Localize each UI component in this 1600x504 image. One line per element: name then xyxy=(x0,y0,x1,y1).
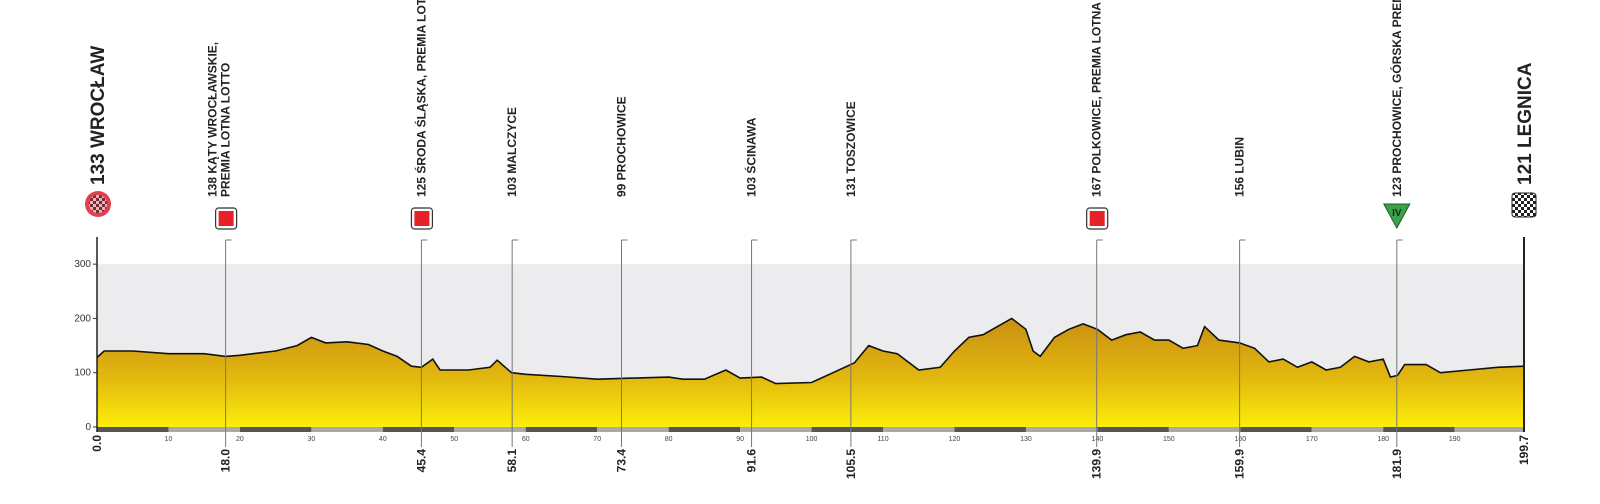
waypoint-label: 123 PROCHOWICE, GÓRSKA PREMIA IV KAT. xyxy=(1389,0,1404,197)
km-strip xyxy=(811,427,884,432)
y-tick-label: 0 xyxy=(85,422,91,433)
start-label: 133 WROCŁAW xyxy=(88,46,109,185)
x-tick-label: 30 xyxy=(307,436,315,443)
km-strip xyxy=(740,427,812,432)
waypoint-label: 103 ŚCINAWA xyxy=(744,117,759,197)
y-tick-label: 200 xyxy=(74,313,91,324)
waypoint-label: 103 MALCZYCE xyxy=(505,107,519,197)
x-tick-label: 190 xyxy=(1449,436,1461,443)
km-strip xyxy=(597,427,669,432)
x-tick-label: 60 xyxy=(522,436,530,443)
waypoint-km: 139.9 xyxy=(1090,449,1104,479)
waypoint-label: 99 PROCHOWICE xyxy=(614,96,628,197)
climb-category: IV xyxy=(1392,208,1402,219)
km-strip xyxy=(954,427,1026,432)
elevation-line xyxy=(96,317,1525,385)
finish-km: 199.7 xyxy=(1517,435,1531,465)
waypoint-km: 18.0 xyxy=(219,449,233,473)
waypoint-km: 73.4 xyxy=(614,449,628,473)
km-strip xyxy=(1240,427,1312,432)
waypoint-label: 167 POLKOWICE, PREMIA LOTNA LOTTO xyxy=(1090,0,1104,197)
climb-icon xyxy=(1382,203,1411,230)
start-icon-dots xyxy=(89,195,107,213)
y-tick-label: 100 xyxy=(74,368,91,379)
sprint-icon-fill xyxy=(218,211,234,226)
waypoint-label: PREMIA LOTNA LOTTO xyxy=(219,63,233,197)
km-strip xyxy=(1025,427,1098,432)
elevation-area xyxy=(97,318,1524,427)
x-tick-label: 70 xyxy=(593,436,601,443)
waypoint-label: 131 TOSZOWICE xyxy=(844,101,858,197)
km-strip xyxy=(1097,427,1169,432)
x-tick-label: 80 xyxy=(665,436,673,443)
km-strip xyxy=(668,427,741,432)
waypoint-km: 181.9 xyxy=(1390,449,1404,479)
waypoint-km: 105.5 xyxy=(844,449,858,479)
x-tick-label: 150 xyxy=(1163,436,1175,443)
waypoint-km: 45.4 xyxy=(414,449,428,473)
km-strip xyxy=(382,427,455,432)
x-tick-label: 110 xyxy=(877,436,888,443)
x-tick-label: 100 xyxy=(806,436,818,443)
finish-icon xyxy=(1511,192,1537,218)
x-tick-label: 90 xyxy=(736,436,744,443)
km-strip xyxy=(1454,427,1524,432)
waypoint-km: 58.1 xyxy=(505,449,519,473)
sprint-icon-fill xyxy=(1089,211,1105,226)
km-strip xyxy=(1383,427,1455,432)
x-tick-label: 50 xyxy=(450,436,458,443)
waypoint-km: 91.6 xyxy=(745,449,759,473)
x-tick-label: 130 xyxy=(1020,436,1032,443)
km-strip xyxy=(168,427,240,432)
start-km: 0.0 xyxy=(90,435,104,452)
x-tick-label: 20 xyxy=(236,436,244,443)
x-tick-label: 160 xyxy=(1234,436,1246,443)
waypoint-label: 156 LUBIN xyxy=(1233,137,1247,197)
waypoint-km: 159.9 xyxy=(1233,449,1247,479)
km-strip xyxy=(311,427,383,432)
km-strip xyxy=(239,427,312,432)
km-strip xyxy=(525,427,598,432)
km-strip xyxy=(883,427,955,432)
x-tick-label: 170 xyxy=(1306,436,1318,443)
x-tick-label: 180 xyxy=(1377,436,1389,443)
km-strip xyxy=(454,427,526,432)
x-tick-label: 40 xyxy=(379,436,387,443)
waypoint-label: 125 ŚRODA ŚLĄSKA, PREMIA LOTNA LOTTO xyxy=(413,0,428,197)
km-strip xyxy=(1311,427,1384,432)
finish-label: 121 LEGNICA xyxy=(1515,62,1536,185)
x-tick-label: 120 xyxy=(949,436,961,443)
waypoint-label: 138 KĄTY WROCŁAWSKIE, xyxy=(206,42,220,197)
y-tick-label: 300 xyxy=(74,259,91,270)
km-strip xyxy=(97,427,169,432)
x-tick-label: 140 xyxy=(1092,436,1104,443)
sprint-icon-fill xyxy=(414,211,430,226)
km-strip xyxy=(1168,427,1241,432)
x-tick-label: 10 xyxy=(165,436,173,443)
